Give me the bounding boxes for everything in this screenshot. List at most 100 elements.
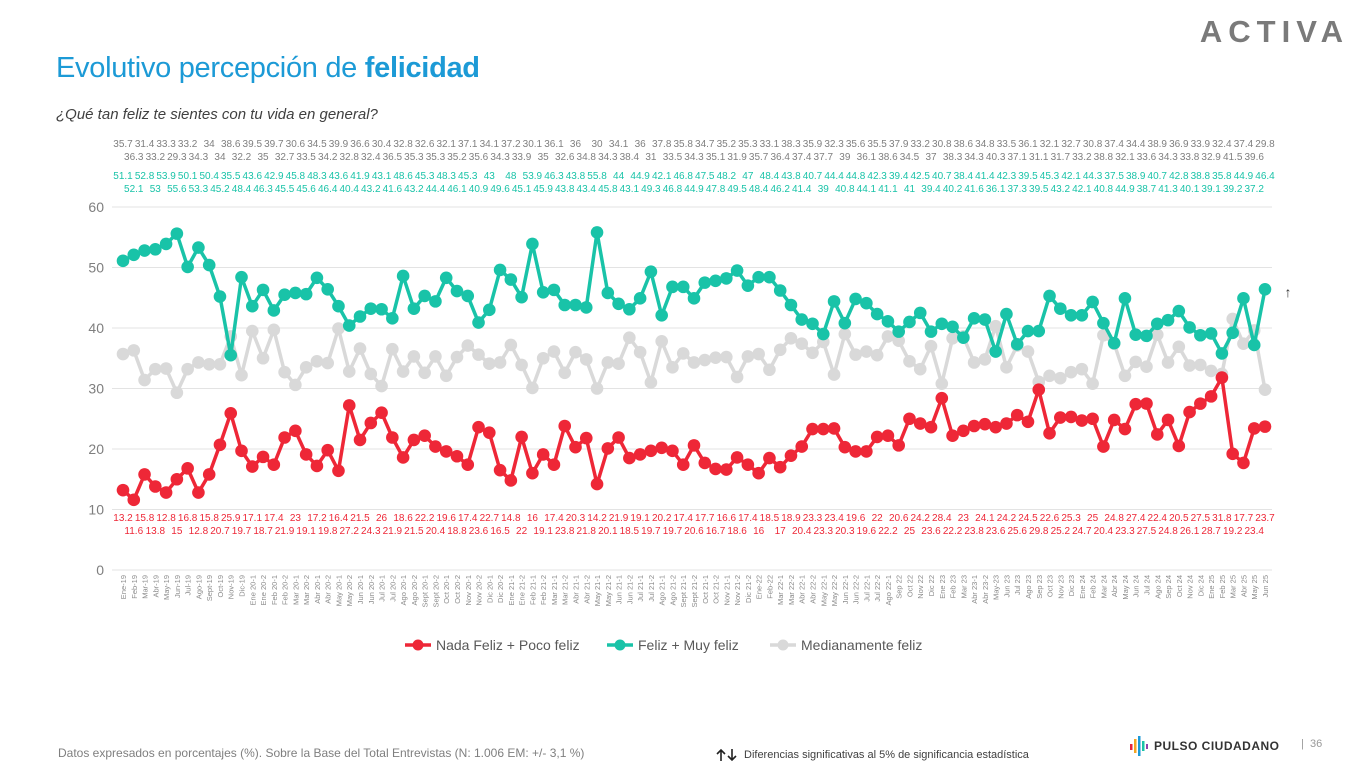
data-label: 23.7 <box>1255 513 1275 524</box>
data-point <box>827 368 841 381</box>
data-label: 23.4 <box>824 513 844 524</box>
data-label: 19.7 <box>641 526 661 537</box>
data-point <box>1194 397 1207 410</box>
data-label: 15 <box>171 526 183 537</box>
data-label: 44.8 <box>846 171 866 182</box>
data-point <box>1183 405 1196 419</box>
data-label: 38.6 <box>221 139 241 150</box>
data-point <box>752 466 765 480</box>
data-point <box>860 296 873 310</box>
data-point <box>773 460 787 474</box>
data-label: 37.2 <box>1244 184 1264 195</box>
data-point <box>256 283 270 297</box>
data-point <box>407 433 421 447</box>
data-label: 45.3 <box>458 171 478 182</box>
x-tick-label: Ago-19 <box>194 575 203 599</box>
data-label: 33.2 <box>178 139 198 150</box>
x-tick-label: Ene 23 <box>938 575 947 599</box>
x-tick-label: Dic 20-2 <box>496 575 505 603</box>
data-label: 24.1 <box>975 513 995 524</box>
data-point <box>504 273 518 286</box>
data-label: 48 <box>505 171 517 182</box>
x-tick-label: Ene 25 <box>1207 575 1216 599</box>
data-label: 47.8 <box>706 184 726 195</box>
data-label: 23.6 <box>921 526 941 537</box>
data-point <box>245 324 259 338</box>
data-point <box>666 444 679 458</box>
x-tick-label: Mar 25 <box>1229 575 1238 598</box>
data-label: 55.8 <box>587 171 607 182</box>
data-label: 33.9 <box>1191 139 1211 150</box>
data-point <box>321 356 334 370</box>
x-tick-label: Jul-19 <box>184 575 193 595</box>
data-point <box>461 289 475 303</box>
x-tick-label: Oct 23 <box>1046 575 1055 597</box>
data-point <box>1064 365 1078 379</box>
x-tick-label: Abr-19 <box>151 575 160 598</box>
data-point <box>342 365 356 378</box>
data-label: 41.4 <box>792 184 812 195</box>
data-label: 33.8 <box>1180 152 1200 163</box>
data-label: 32.7 <box>1061 139 1081 150</box>
data-point <box>1226 447 1239 461</box>
page-number-value: 36 <box>1309 738 1323 750</box>
data-label: 42.3 <box>997 171 1017 182</box>
x-tick-label: Sept 21-1 <box>679 575 688 608</box>
data-point <box>1194 358 1207 372</box>
data-label: 50.1 <box>178 171 198 182</box>
data-point <box>1258 383 1272 397</box>
data-point <box>676 347 690 360</box>
data-label: 35 <box>538 152 550 163</box>
data-label: 21.5 <box>350 513 370 524</box>
data-point <box>483 426 496 439</box>
data-point <box>892 439 905 452</box>
x-tick-label: May 24 <box>1121 575 1130 600</box>
data-point <box>386 312 399 325</box>
data-label: 17.7 <box>1234 513 1254 524</box>
data-point <box>1172 340 1186 354</box>
data-point <box>536 448 550 461</box>
data-point <box>709 462 722 476</box>
data-point <box>1215 347 1229 360</box>
data-label: 42.1 <box>1061 171 1081 182</box>
data-point <box>957 424 970 438</box>
data-label: 48.3 <box>436 171 456 182</box>
data-label: 20.6 <box>889 513 909 524</box>
data-label: 41.4 <box>975 171 995 182</box>
data-point <box>159 486 173 499</box>
data-point <box>149 243 162 256</box>
data-point <box>763 451 776 465</box>
data-label: 37.4 <box>1234 139 1254 150</box>
data-label: 17.4 <box>264 513 284 524</box>
data-point <box>116 483 130 497</box>
data-label: 38.7 <box>1137 184 1157 195</box>
data-label: 39.7 <box>264 139 284 150</box>
data-label: 42.3 <box>867 171 887 182</box>
data-label: 41.6 <box>964 184 984 195</box>
data-label: 16.5 <box>490 526 510 537</box>
x-tick-label: Oct 21-2 <box>712 575 721 604</box>
data-point <box>1107 336 1121 350</box>
x-tick-label: Jul 23 <box>1013 575 1022 595</box>
data-label: 35.2 <box>447 152 467 163</box>
x-tick-label: Jun 22-2 <box>852 575 861 604</box>
x-tick-label: May 21-2 <box>604 575 613 606</box>
data-point <box>590 382 604 395</box>
data-label: 46.3 <box>544 171 564 182</box>
data-point <box>720 350 733 364</box>
data-label: 40.8 <box>1094 184 1114 195</box>
data-point <box>332 322 345 335</box>
data-point <box>235 368 248 382</box>
x-tick-label: Dic-19 <box>238 575 247 597</box>
x-tick-label: Ene 20-2 <box>259 575 268 605</box>
data-label: 45.9 <box>533 184 553 195</box>
legend-label: Medianamente feliz <box>801 637 922 653</box>
data-point <box>429 440 442 453</box>
data-point <box>472 420 485 434</box>
x-tick-label: May 20-1 <box>334 575 343 606</box>
data-point <box>429 350 442 363</box>
x-tick-label: Sept 20-2 <box>431 575 440 608</box>
data-label: 35.3 <box>426 152 446 163</box>
data-point <box>1064 308 1078 322</box>
data-point <box>375 302 388 316</box>
